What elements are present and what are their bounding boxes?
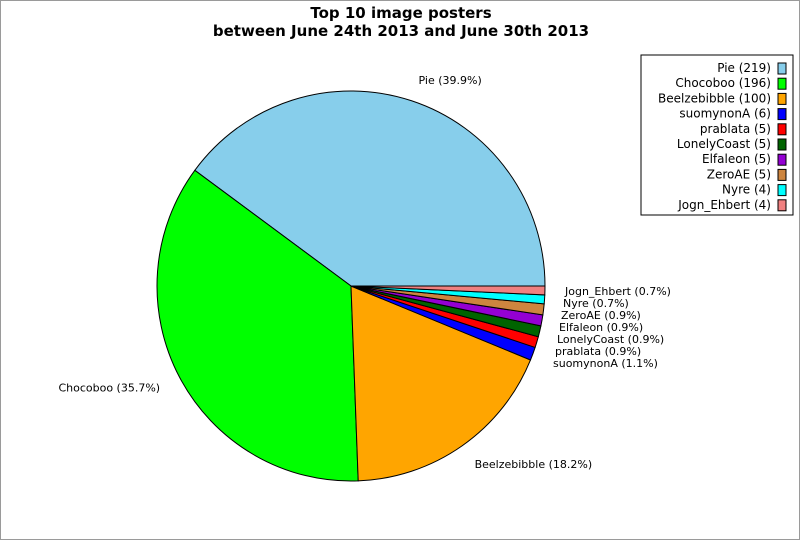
legend-swatch-zeroae <box>777 168 787 181</box>
legend-label-pie: Pie (219) <box>717 61 771 75</box>
pie-slices <box>156 90 546 482</box>
legend-label-prablata: prablata (5) <box>700 122 771 136</box>
legend-label-nyre: Nyre (4) <box>722 183 771 197</box>
legend-label-jogn-ehbert: Jogn_Ehbert (4) <box>677 198 771 212</box>
pie-slice-chocoboo <box>156 169 359 482</box>
slice-label-nyre: Nyre (0.7%) <box>563 297 629 310</box>
slice-label-zeroae: ZeroAE (0.9%) <box>561 309 641 322</box>
slice-label-prablata: prablata (0.9%) <box>555 345 641 358</box>
legend-swatch-nyre <box>777 184 787 197</box>
legend-swatch-elfaleon <box>777 153 787 166</box>
legend-swatch-jogn-ehbert <box>777 199 787 212</box>
legend-label-beelzebibble: Beelzebibble (100) <box>658 91 771 105</box>
slice-label-suomynona: suomynonA (1.1%) <box>553 357 658 370</box>
legend-swatch-beelzebibble <box>777 92 787 105</box>
slice-label-lonelycoast: LonelyCoast (0.9%) <box>557 333 664 346</box>
legend-label-lonelycoast: LonelyCoast (5) <box>677 137 771 151</box>
legend-label-suomynona: suomynonA (6) <box>679 107 771 121</box>
slice-label-chocoboo: Chocoboo (35.7%) <box>58 381 160 394</box>
legend-label-chocoboo: Chocoboo (196) <box>675 76 771 90</box>
slice-label-beelzebibble: Beelzebibble (18.2%) <box>475 458 593 471</box>
slice-label-elfaleon: Elfaleon (0.9%) <box>559 321 643 334</box>
legend: Pie (219)Chocoboo (196)Beelzebibble (100… <box>640 54 794 216</box>
slice-label-jogn-ehbert: Jogn_Ehbert (0.7%) <box>564 285 671 298</box>
pie-slice-beelzebibble <box>350 285 532 482</box>
chart-subtitle: between June 24th 2013 and June 30th 201… <box>213 22 589 40</box>
legend-swatch-lonelycoast <box>777 138 787 151</box>
legend-swatch-chocoboo <box>777 77 787 90</box>
legend-label-zeroae: ZeroAE (5) <box>707 167 771 181</box>
legend-label-elfaleon: Elfaleon (5) <box>702 152 771 166</box>
legend-swatch-suomynona <box>777 108 787 121</box>
legend-swatch-prablata <box>777 123 787 136</box>
slice-label-pie: Pie (39.9%) <box>419 74 482 87</box>
chart-title: Top 10 image posters <box>310 4 491 22</box>
pie-slice-jogn-ehbert <box>350 285 546 296</box>
pie-slice-labels: Pie (39.9%) Chocoboo (35.7%) Beelzebibble … <box>58 74 671 471</box>
pie-slice-pie <box>194 90 546 287</box>
legend-swatch-pie <box>777 62 787 75</box>
legend-box <box>640 54 794 216</box>
